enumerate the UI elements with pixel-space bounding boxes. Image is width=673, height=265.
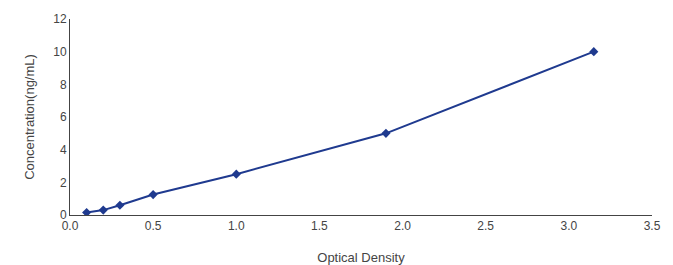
- svg-text:8: 8: [60, 78, 67, 92]
- svg-text:2.0: 2.0: [394, 219, 411, 233]
- svg-text:Concentration(ng/mL): Concentration(ng/mL): [22, 54, 37, 180]
- svg-text:10: 10: [53, 45, 67, 59]
- svg-text:Optical Density: Optical Density: [317, 250, 405, 265]
- svg-text:2: 2: [60, 176, 67, 190]
- svg-text:3.0: 3.0: [561, 219, 578, 233]
- svg-text:0.0: 0.0: [62, 219, 79, 233]
- svg-text:6: 6: [60, 110, 67, 124]
- svg-text:0: 0: [60, 208, 67, 222]
- svg-text:2.5: 2.5: [477, 219, 494, 233]
- svg-text:3.5: 3.5: [644, 219, 661, 233]
- svg-text:0.5: 0.5: [145, 219, 162, 233]
- svg-text:1.0: 1.0: [228, 219, 245, 233]
- svg-text:12: 12: [53, 12, 67, 26]
- svg-text:4: 4: [60, 143, 67, 157]
- svg-text:1.5: 1.5: [311, 219, 328, 233]
